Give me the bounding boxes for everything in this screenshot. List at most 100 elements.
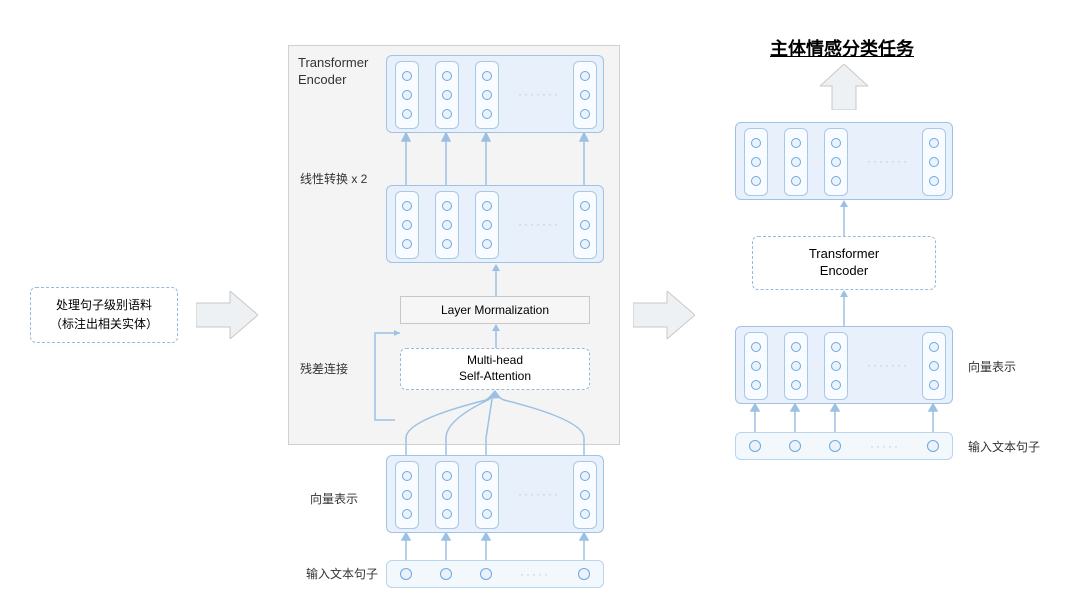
vector-dot — [831, 380, 841, 390]
vector-dot — [831, 342, 841, 352]
vector-dot — [402, 109, 412, 119]
vector-dot — [402, 471, 412, 481]
vector-dot — [791, 342, 801, 352]
vector-dot — [442, 471, 452, 481]
vector-dot — [751, 361, 761, 371]
input-sentence-label: 输入文本句子 — [306, 565, 378, 582]
task-arrow-up-icon — [820, 64, 868, 110]
vector-dot — [402, 490, 412, 500]
vector-dot — [482, 201, 492, 211]
arrow-ln-mid-icon — [491, 264, 501, 296]
vector-dot — [442, 201, 452, 211]
vector-dot — [442, 220, 452, 230]
vector-dot — [580, 239, 590, 249]
vector-dot — [580, 220, 590, 230]
vector-dot — [929, 157, 939, 167]
arrow-rbot-renc-icon — [839, 290, 849, 326]
vector-dot — [580, 109, 590, 119]
vector-dot — [402, 509, 412, 519]
vector-column — [395, 191, 419, 259]
vector-column — [922, 332, 946, 400]
token-dot — [440, 568, 452, 580]
vector-column — [744, 332, 768, 400]
vector-dot — [442, 90, 452, 100]
ellipsis-icon: ······· — [505, 217, 573, 231]
vector-dot — [831, 138, 841, 148]
vector-column — [435, 61, 459, 129]
vector-dot — [580, 71, 590, 81]
vector-dot — [929, 361, 939, 371]
right-encoder-box: Transformer Encoder — [752, 236, 936, 290]
token-dot — [749, 440, 761, 452]
right-encoder-text: Transformer Encoder — [809, 246, 879, 280]
arrows-rtok-rvec-icon — [735, 404, 953, 432]
vector-dot — [442, 71, 452, 81]
vector-column — [475, 191, 499, 259]
vector-dot — [402, 90, 412, 100]
right-input-sentence-panel — [735, 432, 953, 460]
token-dot — [578, 568, 590, 580]
vector-dot — [482, 90, 492, 100]
flow-arrow-2-icon — [633, 291, 695, 339]
layernorm-text: Layer Mormalization — [441, 303, 549, 317]
vector-dot — [580, 490, 590, 500]
vector-column — [435, 191, 459, 259]
arrow-renc-rtop-icon — [839, 200, 849, 236]
vector-column — [573, 191, 597, 259]
vector-dot — [402, 239, 412, 249]
vector-dot — [929, 176, 939, 186]
vector-dot — [929, 342, 939, 352]
vector-column — [475, 461, 499, 529]
vector-dot — [482, 490, 492, 500]
residual-label: 残差连接 — [300, 360, 348, 377]
vector-dot — [929, 380, 939, 390]
arrows-mid-top-icon — [386, 133, 604, 185]
vector-column — [395, 61, 419, 129]
vector-column — [824, 128, 848, 196]
encoder-output-vectors: ······· — [386, 55, 604, 133]
vector-dot — [442, 509, 452, 519]
vector-dot — [751, 176, 761, 186]
vec-label-center: 向量表示 — [310, 490, 358, 507]
multihead-attention-text: Multi-head Self-Attention — [459, 353, 531, 384]
vector-column — [573, 461, 597, 529]
arrow-attn-ln-icon — [491, 324, 501, 348]
token-dot — [927, 440, 939, 452]
vector-column — [573, 61, 597, 129]
vector-dot — [442, 109, 452, 119]
vector-dot — [442, 239, 452, 249]
vector-dot — [751, 157, 761, 167]
vector-dot — [482, 109, 492, 119]
vector-column — [824, 332, 848, 400]
vector-dot — [482, 471, 492, 481]
vector-dot — [402, 220, 412, 230]
encoder-mid-vectors: ······· — [386, 185, 604, 263]
task-title: 主体情感分类任务 — [770, 35, 914, 61]
right-input-vectors: ······· — [735, 326, 953, 404]
vector-dot — [402, 71, 412, 81]
arrows-bot-attn-icon — [386, 390, 604, 455]
vector-dot — [580, 90, 590, 100]
encoder-title: Transformer Encoder — [298, 55, 368, 89]
vector-dot — [831, 176, 841, 186]
vector-column — [435, 461, 459, 529]
corpus-input-text: 处理句子级别语料 （标注出相关实体） — [50, 296, 158, 334]
ellipsis-icon: ······· — [505, 487, 573, 501]
vector-dot — [580, 509, 590, 519]
vector-column — [395, 461, 419, 529]
vector-dot — [482, 239, 492, 249]
input-sentence-panel — [386, 560, 604, 588]
vector-column — [922, 128, 946, 196]
token-dot — [789, 440, 801, 452]
vector-dot — [442, 490, 452, 500]
vector-dot — [929, 138, 939, 148]
vector-column — [784, 128, 808, 196]
linear-transform-label: 线性转换 x 2 — [300, 170, 367, 187]
vec-label-right: 向量表示 — [968, 358, 1016, 375]
vector-dot — [482, 220, 492, 230]
vector-dot — [751, 380, 761, 390]
vector-dot — [482, 509, 492, 519]
right-output-vectors: ······· — [735, 122, 953, 200]
vector-dot — [791, 138, 801, 148]
vector-dot — [791, 176, 801, 186]
